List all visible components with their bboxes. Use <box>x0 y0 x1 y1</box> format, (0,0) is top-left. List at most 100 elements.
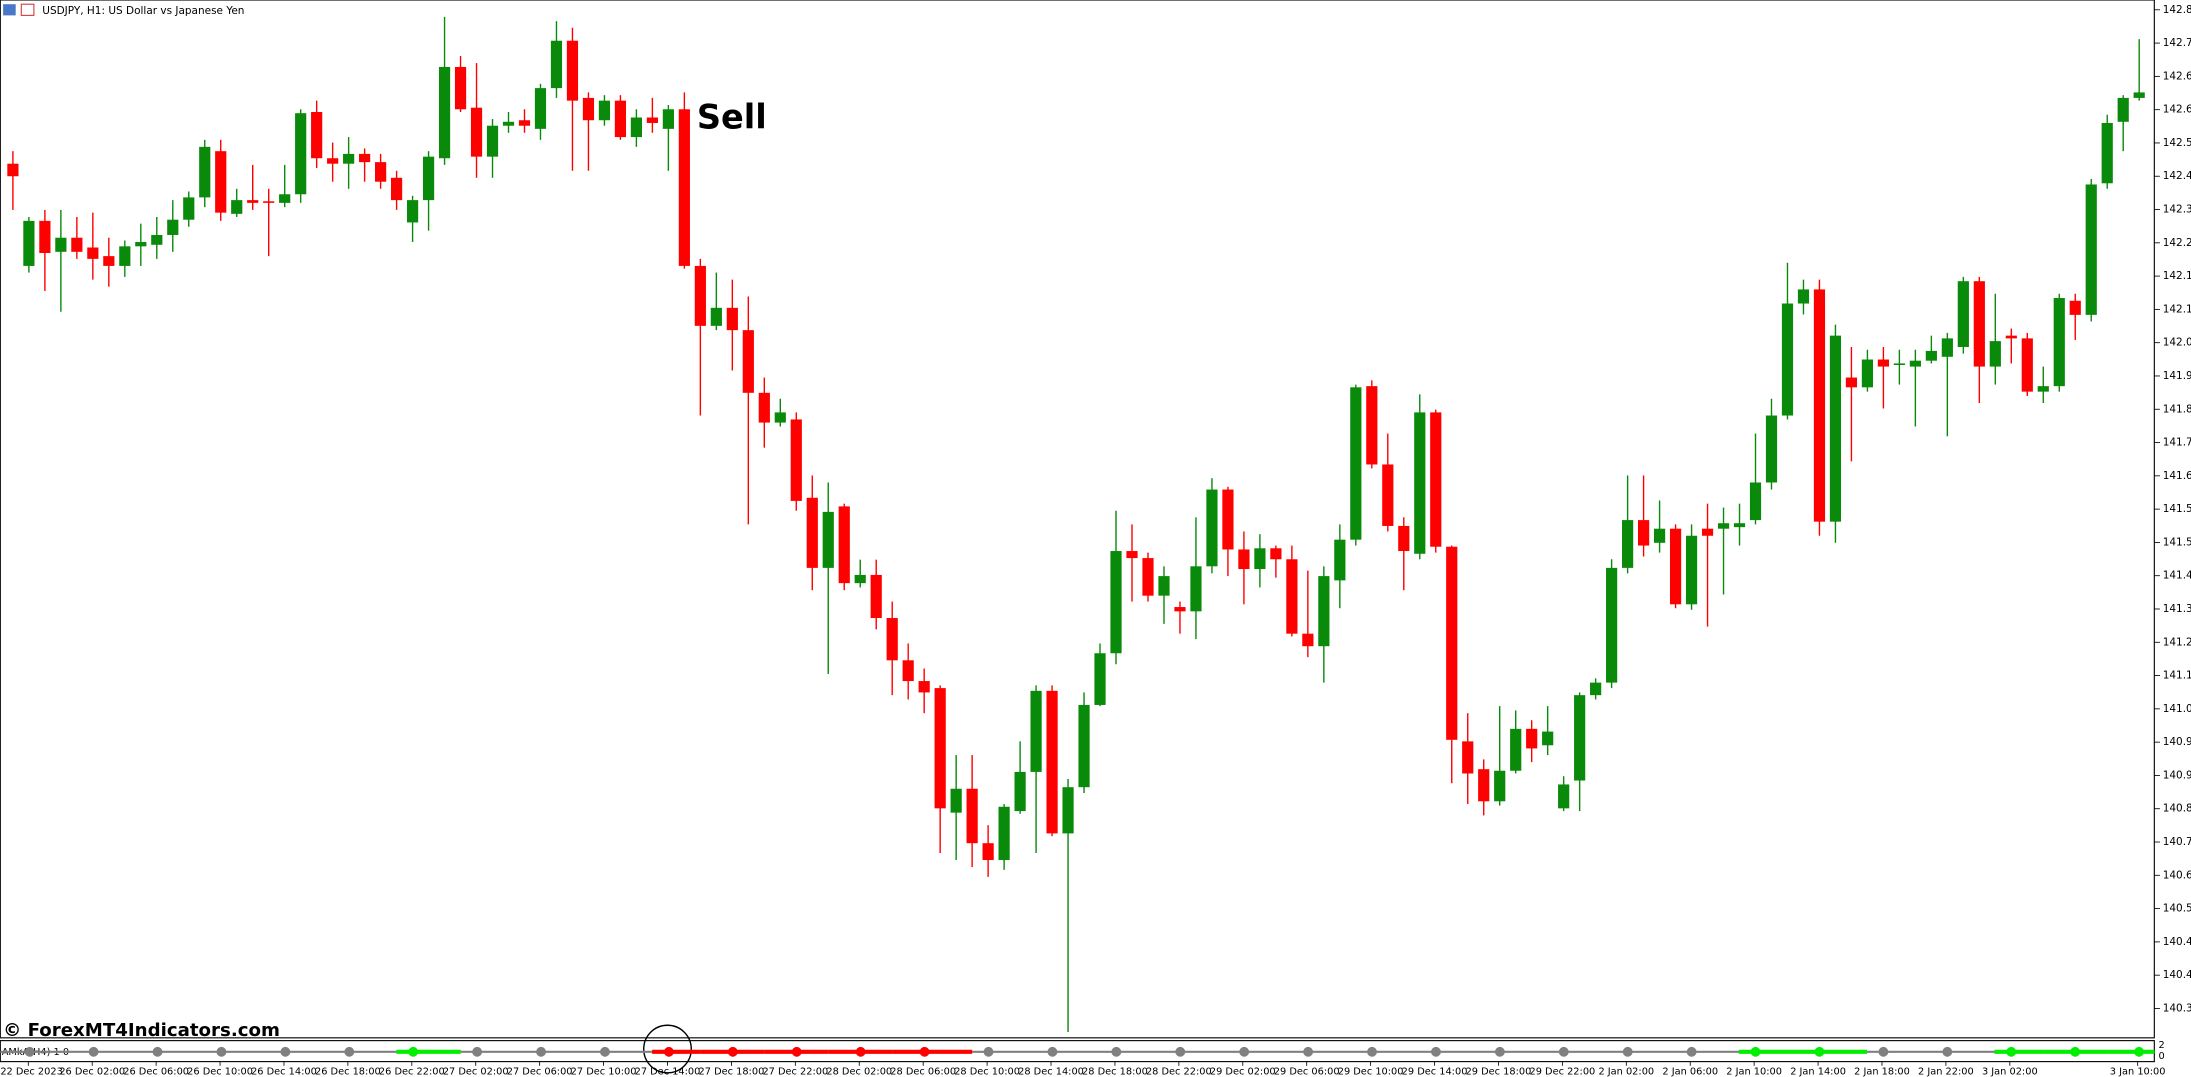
indicator-dot <box>983 1046 994 1057</box>
indicator-dot <box>1814 1046 1825 1057</box>
x-tick-label: 27 Dec 10:00 <box>571 1066 637 1077</box>
y-tick-label: 140.655 <box>2163 869 2191 881</box>
price-pane <box>0 0 2155 1039</box>
candle-body <box>343 153 355 164</box>
candle-body <box>1398 525 1410 552</box>
x-tick-label: 27 Dec 18:00 <box>699 1066 765 1077</box>
candle-body <box>1829 335 1842 522</box>
candle-body <box>2037 386 2049 392</box>
x-tick-label: 2 Jan 10:00 <box>1726 1066 1782 1077</box>
candle-body <box>1797 289 1810 304</box>
candle-body <box>263 201 275 203</box>
candle-body <box>1014 771 1026 812</box>
candle-body <box>279 194 291 203</box>
candle-body <box>998 806 1010 861</box>
x-tick-label: 29 Dec 18:00 <box>1466 1066 1532 1077</box>
y-tick-label: 140.995 <box>2163 736 2191 748</box>
candle-body <box>1254 548 1266 570</box>
candle-body <box>1414 412 1426 554</box>
y-tick-label: 140.315 <box>2163 1002 2191 1014</box>
candle-body <box>918 681 930 693</box>
indicator-tick-label: 0 <box>2159 1051 2165 1062</box>
y-tick-label: 141.165 <box>2163 670 2191 682</box>
y-tick-label: 141.930 <box>2163 370 2191 382</box>
candle-body <box>1749 482 1762 521</box>
x-tick-label: 2 Jan 02:00 <box>1598 1066 1654 1077</box>
indicator-dot <box>919 1046 930 1057</box>
indicator-dot <box>408 1046 419 1057</box>
candle-body <box>1909 360 1921 367</box>
indicator-dot <box>280 1046 291 1057</box>
candle-body <box>1190 566 1202 612</box>
x-tick-label: 28 Dec 02:00 <box>826 1066 892 1077</box>
candle-body <box>678 109 690 266</box>
watermark: © ForexMT4Indicators.com <box>3 1020 280 1041</box>
y-tick-label: 141.590 <box>2163 503 2191 515</box>
candle-body <box>1494 770 1506 802</box>
candle-body <box>1669 528 1682 605</box>
candle-body <box>1941 338 1953 357</box>
annotation: Sell <box>697 97 767 136</box>
y-tick-label: 141.505 <box>2163 536 2191 548</box>
candle-body <box>486 125 499 157</box>
candle-body <box>1270 548 1282 560</box>
candle-body <box>710 307 722 326</box>
candle-body <box>7 163 19 177</box>
candle-body <box>694 265 706 326</box>
x-tick-label: 26 Dec 06:00 <box>123 1066 189 1077</box>
x-tick-label: 27 Dec 06:00 <box>507 1066 573 1077</box>
y-tick-label: 142.015 <box>2163 337 2191 349</box>
indicator-tick-label: 2 <box>2159 1040 2165 1051</box>
candle-body <box>151 234 163 245</box>
indicator-dot <box>600 1046 610 1057</box>
indicator-dot <box>1750 1046 1761 1057</box>
candle-body <box>2133 92 2145 98</box>
candle-body <box>1126 551 1138 559</box>
candle-body <box>1318 576 1330 647</box>
indicator-dot <box>2006 1046 2017 1057</box>
candle-body <box>1861 359 1874 388</box>
y-tick-label: 142.780 <box>2163 37 2191 49</box>
x-tick-label: 27 Dec 14:00 <box>635 1066 701 1077</box>
x-tick-label: 29 Dec 06:00 <box>1274 1066 1340 1077</box>
candle-body <box>1813 289 1826 522</box>
candle-body <box>950 788 962 813</box>
candle-body <box>119 246 131 266</box>
candle-body <box>822 511 834 568</box>
y-tick-label: 140.910 <box>2163 769 2191 781</box>
indicator-dot <box>727 1046 738 1057</box>
candle-body <box>1238 549 1250 570</box>
y-tick-label: 141.675 <box>2163 470 2191 482</box>
candle-body <box>2117 97 2129 122</box>
candle-body <box>790 419 802 501</box>
x-tick-label: 2 Jan 18:00 <box>1854 1066 1910 1077</box>
candle-body <box>438 66 451 159</box>
x-tick-label: 26 Dec 10:00 <box>187 1066 253 1077</box>
candle-body <box>470 107 483 157</box>
candle-body <box>1510 728 1522 771</box>
candle-body <box>534 88 547 129</box>
candle-body <box>103 256 115 266</box>
candle-body <box>1653 528 1666 543</box>
candle-body <box>1877 359 1889 367</box>
y-tick-label: 141.080 <box>2163 703 2191 715</box>
x-tick-label: 29 Dec 10:00 <box>1338 1066 1404 1077</box>
y-tick-label: 140.825 <box>2163 803 2191 815</box>
indicator-dot <box>1047 1046 1058 1057</box>
x-tick-label: 26 Dec 14:00 <box>251 1066 317 1077</box>
candle-body <box>550 40 563 89</box>
x-tick-label: 28 Dec 18:00 <box>1082 1066 1148 1077</box>
indicator-dot <box>152 1046 163 1057</box>
candle-body <box>23 220 35 266</box>
candle-body <box>1590 682 1602 696</box>
candle-body <box>359 153 371 163</box>
candle-body <box>375 162 387 182</box>
x-tick-label: 29 Dec 22:00 <box>1529 1066 1595 1077</box>
indicator-dot <box>216 1046 227 1057</box>
symbol-icons <box>3 3 35 16</box>
candle-body <box>1526 728 1538 749</box>
candle-body <box>1606 567 1618 683</box>
indicator-dot <box>791 1046 802 1057</box>
candle-body <box>806 497 818 568</box>
